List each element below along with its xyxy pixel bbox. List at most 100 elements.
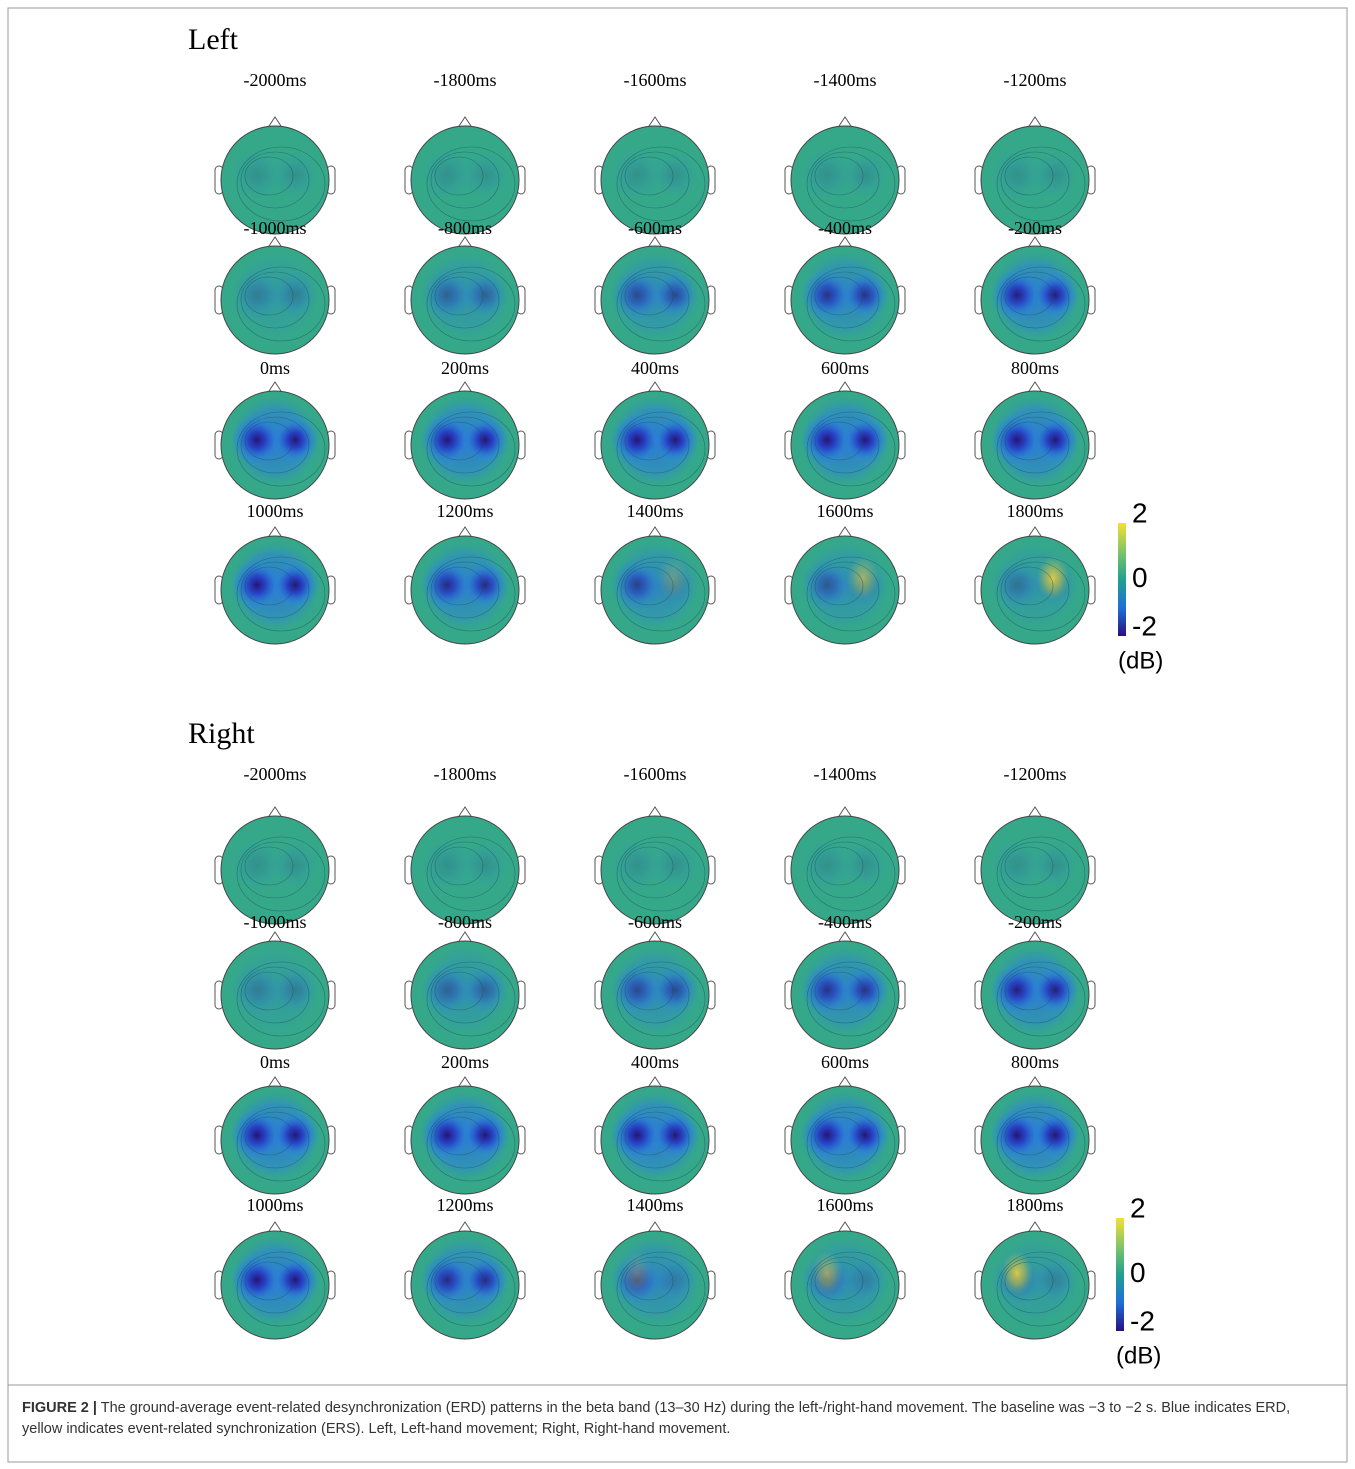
contour (814, 971, 864, 1011)
contour (244, 1261, 294, 1301)
map-fill (411, 536, 519, 644)
nose (456, 236, 474, 250)
contour (434, 421, 484, 461)
head (790, 535, 900, 645)
blob (651, 271, 699, 319)
blob (461, 1111, 509, 1159)
map-fill (601, 1086, 709, 1194)
nose (646, 381, 664, 395)
topomap (784, 236, 906, 355)
topomap (974, 1076, 1096, 1195)
blob (841, 966, 889, 1014)
time-label: -800ms (438, 912, 492, 932)
time-label: 1600ms (816, 1195, 873, 1215)
nose (456, 381, 474, 395)
contour (620, 271, 690, 329)
contour (240, 561, 310, 619)
map-fill (601, 816, 709, 924)
topomap (784, 116, 906, 235)
blob (801, 414, 853, 466)
blob (1031, 151, 1079, 199)
time-label: 600ms (821, 358, 869, 378)
topomap (214, 116, 336, 235)
contour (244, 971, 294, 1011)
contour (236, 1106, 326, 1182)
map-fill (411, 126, 519, 234)
blob (801, 269, 853, 321)
head (980, 390, 1090, 500)
head (410, 125, 520, 235)
contour (426, 1106, 516, 1182)
nose (646, 526, 664, 540)
nose (646, 1076, 664, 1090)
topomap (594, 236, 716, 355)
time-label: 0ms (260, 1052, 290, 1072)
contour (624, 971, 674, 1011)
colorbar-tick: -2 (1130, 1305, 1155, 1336)
map-fill (981, 391, 1089, 499)
blob (461, 271, 509, 319)
blob (231, 414, 283, 466)
map-fill (221, 941, 329, 1049)
map-fill (981, 126, 1089, 234)
caption-text: The ground-average event-related desynch… (22, 1400, 1291, 1437)
contour (996, 411, 1086, 487)
time-label: 0ms (260, 358, 290, 378)
blob (841, 271, 889, 319)
contour (996, 836, 1086, 912)
head (220, 245, 330, 355)
contour (426, 1251, 516, 1327)
head (410, 1085, 520, 1195)
contour (1000, 561, 1070, 619)
head (410, 1230, 520, 1340)
blob (421, 559, 473, 611)
map-fill (981, 1231, 1089, 1339)
nose (456, 1221, 474, 1235)
map-fill (411, 246, 519, 354)
contour (240, 151, 310, 209)
contour (616, 836, 706, 912)
head (410, 535, 520, 645)
nose (1026, 381, 1044, 395)
blob (801, 839, 853, 891)
nose (836, 526, 854, 540)
topomap (784, 1076, 906, 1195)
contour (434, 971, 484, 1011)
contour (624, 1116, 674, 1156)
topomap (404, 116, 526, 235)
map-fill (411, 1086, 519, 1194)
contour (806, 1251, 896, 1327)
time-label: 800ms (1011, 1052, 1059, 1072)
map-fill (221, 1231, 329, 1339)
contour (616, 556, 706, 632)
caption-label: FIGURE 2 | (22, 1400, 97, 1416)
map-fill (411, 816, 519, 924)
topomap (594, 1221, 716, 1340)
map-fill (221, 1086, 329, 1194)
nose (456, 526, 474, 540)
blob (421, 964, 473, 1016)
contour (810, 271, 880, 329)
contour (236, 556, 326, 632)
contour (1000, 966, 1070, 1024)
head (410, 245, 520, 355)
head (790, 245, 900, 355)
contour (426, 411, 516, 487)
head (220, 390, 330, 500)
contour (1004, 566, 1054, 606)
contour (806, 1106, 896, 1182)
blob (801, 149, 853, 201)
blob (421, 149, 473, 201)
map-fill (411, 1231, 519, 1339)
head (220, 1085, 330, 1195)
topomap (784, 806, 906, 925)
contour (810, 966, 880, 1024)
topomap (214, 381, 336, 500)
topomap (214, 1221, 336, 1340)
contour (240, 1111, 310, 1169)
contour (1000, 271, 1070, 329)
blob (651, 151, 699, 199)
contour (1000, 1256, 1070, 1314)
blob (611, 559, 663, 611)
